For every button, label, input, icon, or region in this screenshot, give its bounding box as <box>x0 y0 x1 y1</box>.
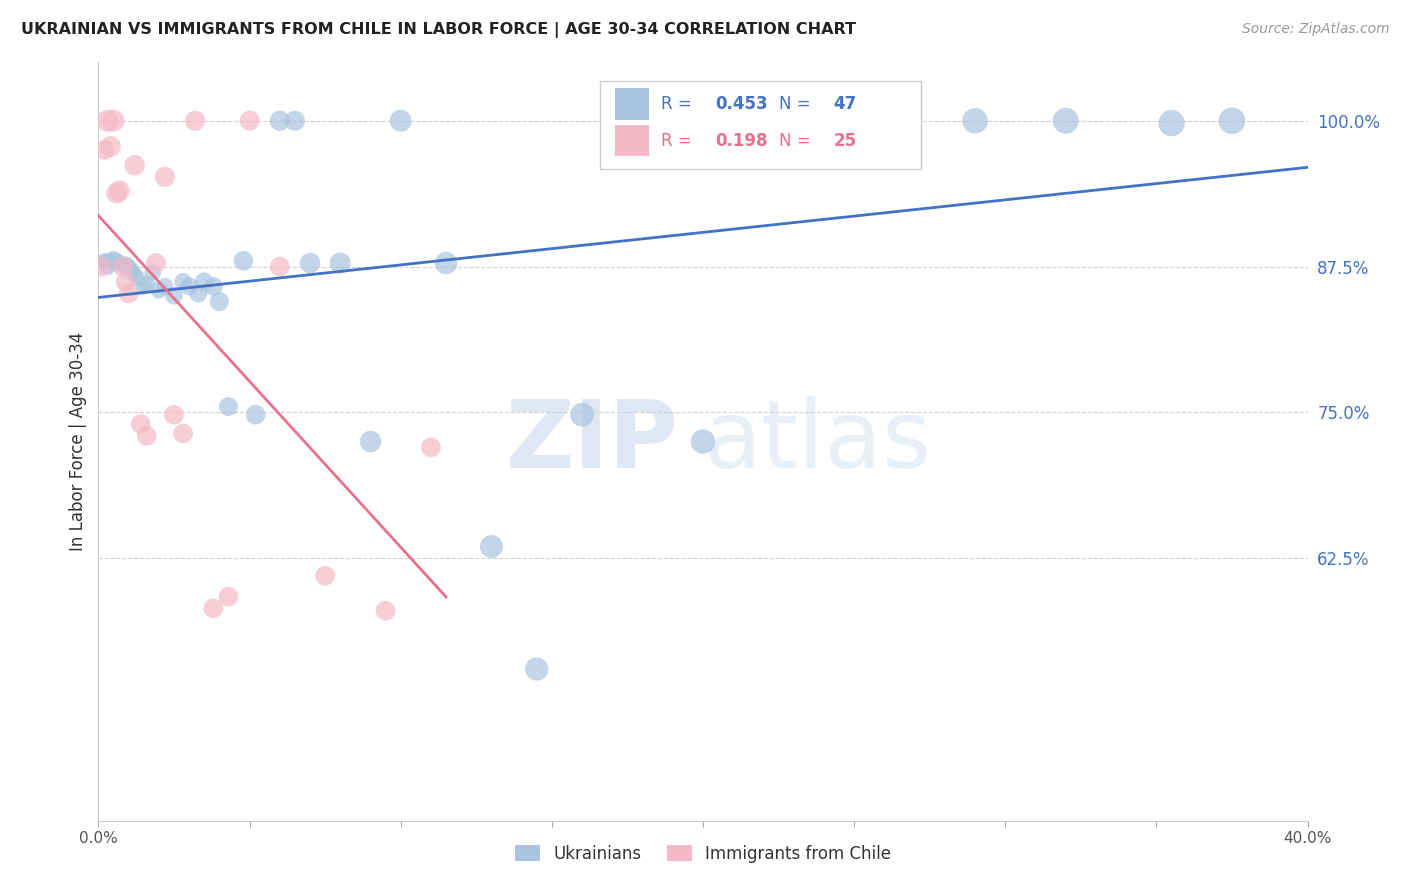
Point <box>114 257 136 271</box>
Point <box>118 260 141 274</box>
Point <box>135 277 157 291</box>
Point <box>108 256 131 270</box>
Point <box>389 113 412 128</box>
Point <box>187 286 209 301</box>
Text: R =: R = <box>661 95 697 113</box>
Text: ZIP: ZIP <box>506 395 679 488</box>
Point <box>118 286 141 301</box>
Point <box>299 256 322 270</box>
Point <box>631 113 654 128</box>
Point <box>526 662 548 676</box>
Point <box>127 271 149 285</box>
Point <box>1220 113 1243 128</box>
Point <box>571 408 593 422</box>
Text: Source: ZipAtlas.com: Source: ZipAtlas.com <box>1241 22 1389 37</box>
Point <box>217 590 239 604</box>
Point <box>100 139 122 153</box>
FancyBboxPatch shape <box>614 88 648 120</box>
Point <box>132 279 155 293</box>
Point <box>193 275 215 289</box>
Text: 0.198: 0.198 <box>716 131 768 150</box>
Point <box>142 265 165 279</box>
Point <box>172 426 194 441</box>
Point <box>96 253 118 268</box>
Text: N =: N = <box>779 131 815 150</box>
Point <box>163 289 186 303</box>
Point <box>90 260 112 274</box>
Point <box>269 260 291 274</box>
Point <box>329 256 352 270</box>
Point <box>111 259 134 273</box>
Point <box>360 434 382 449</box>
Point <box>129 417 152 431</box>
Point <box>1160 116 1182 130</box>
Point <box>124 268 146 282</box>
Point <box>163 408 186 422</box>
Text: 25: 25 <box>834 131 856 150</box>
Point <box>100 253 122 268</box>
Point <box>108 184 131 198</box>
FancyBboxPatch shape <box>600 81 921 169</box>
Text: UKRAINIAN VS IMMIGRANTS FROM CHILE IN LABOR FORCE | AGE 30-34 CORRELATION CHART: UKRAINIAN VS IMMIGRANTS FROM CHILE IN LA… <box>21 22 856 38</box>
Point <box>1054 113 1077 128</box>
Text: atlas: atlas <box>703 395 931 488</box>
Point <box>232 253 254 268</box>
Point <box>374 604 396 618</box>
Point <box>752 113 775 128</box>
Point <box>284 113 307 128</box>
Y-axis label: In Labor Force | Age 30-34: In Labor Force | Age 30-34 <box>69 332 87 551</box>
Point <box>184 113 207 128</box>
Text: 47: 47 <box>834 95 856 113</box>
Point <box>135 428 157 442</box>
Point <box>96 113 118 128</box>
Point <box>121 263 143 277</box>
Point <box>434 256 457 270</box>
Point <box>314 568 336 582</box>
Point <box>103 256 125 270</box>
Point <box>217 400 239 414</box>
Point <box>153 279 176 293</box>
Point <box>245 408 267 422</box>
Point <box>481 540 503 554</box>
Point <box>844 113 866 128</box>
Point <box>103 113 125 128</box>
Point <box>202 601 225 615</box>
Point <box>269 113 291 128</box>
Point <box>172 275 194 289</box>
Point <box>179 279 201 293</box>
Legend: Ukrainians, Immigrants from Chile: Ukrainians, Immigrants from Chile <box>509 838 897 869</box>
Point <box>105 186 128 200</box>
Point <box>93 143 115 157</box>
Point <box>153 169 176 184</box>
Point <box>103 252 125 266</box>
Point <box>692 434 714 449</box>
FancyBboxPatch shape <box>614 125 648 156</box>
Point <box>111 260 134 274</box>
Point <box>114 275 136 289</box>
Point <box>202 279 225 293</box>
Point <box>420 441 443 455</box>
Point <box>96 260 118 274</box>
Point <box>124 158 146 172</box>
Text: N =: N = <box>779 95 815 113</box>
Point <box>965 113 987 128</box>
Point <box>145 256 167 270</box>
Point <box>208 294 231 309</box>
Point <box>148 283 170 297</box>
Point <box>105 253 128 268</box>
Point <box>93 253 115 268</box>
Text: R =: R = <box>661 131 697 150</box>
Point <box>239 113 262 128</box>
Text: 0.453: 0.453 <box>716 95 768 113</box>
